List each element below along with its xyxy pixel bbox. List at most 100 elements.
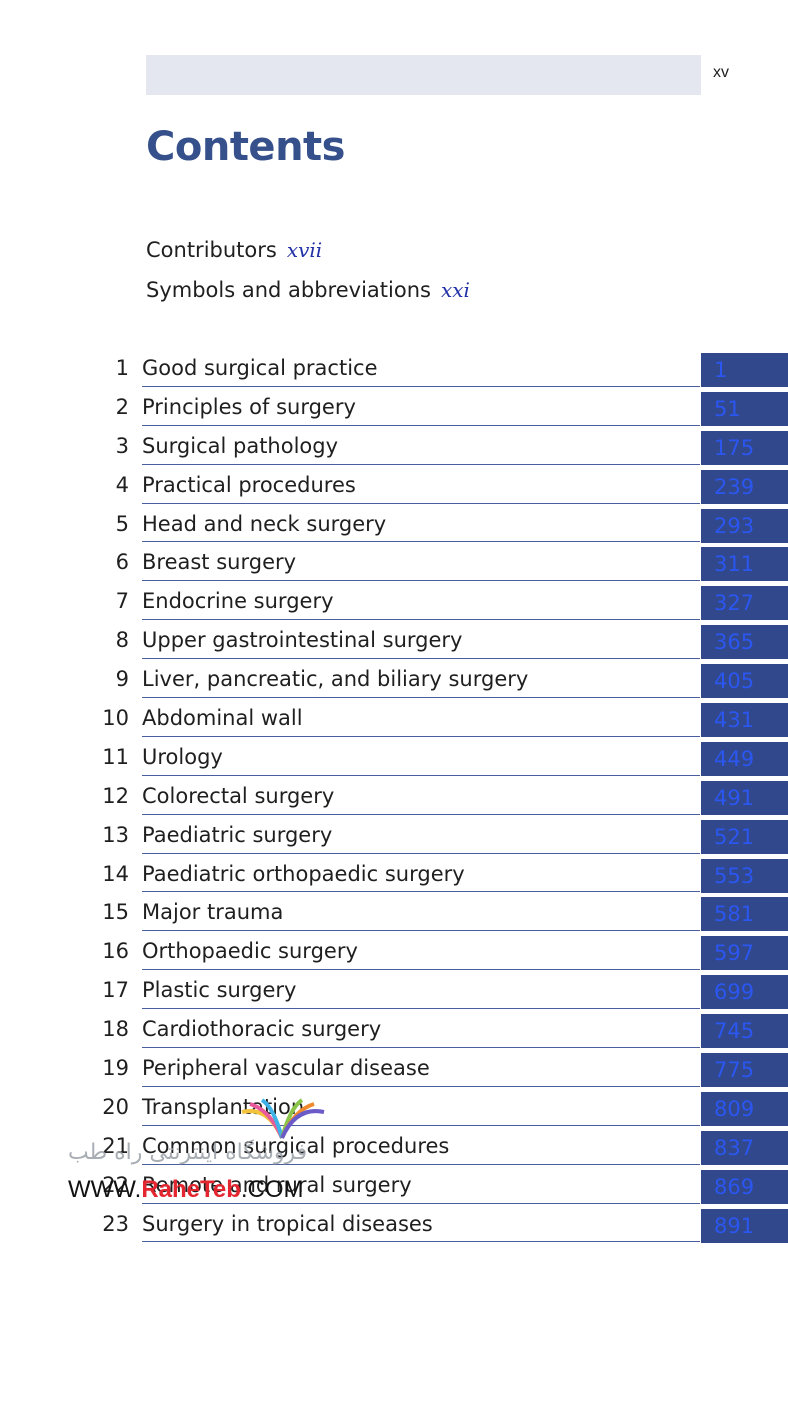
chapter-title[interactable]: Surgical pathology	[142, 433, 339, 458]
chapter-page-number[interactable]: 745	[701, 1014, 788, 1049]
chapter-number: 6	[115, 550, 129, 575]
chapter-rule	[142, 969, 700, 971]
chapter-page-number[interactable]: 449	[701, 741, 788, 776]
chapter-page-number[interactable]: 869	[701, 1169, 788, 1204]
chapter-page-number[interactable]: 51	[701, 391, 788, 426]
chapter-rule	[142, 385, 700, 387]
chapter-rule	[142, 502, 700, 504]
chapter-title[interactable]: Head and neck surgery	[142, 511, 387, 536]
chapter-row[interactable]: 5 Head and neck surgery 293	[0, 506, 788, 545]
chapter-page-number[interactable]: 491	[701, 780, 788, 815]
chapter-title[interactable]: Colorectal surgery	[142, 783, 335, 808]
chapter-page-number[interactable]: 597	[701, 936, 788, 971]
chapter-row[interactable]: 13 Paediatric surgery 521	[0, 817, 788, 856]
chapter-title[interactable]: Major trauma	[142, 900, 284, 925]
chapter-row[interactable]: 20 Transplantation 809	[0, 1089, 788, 1128]
chapter-row[interactable]: 2 Principles of surgery 51	[0, 389, 788, 428]
chapter-page-number[interactable]: 775	[701, 1053, 788, 1088]
chapter-title[interactable]: Cardiothoracic surgery	[142, 1017, 382, 1042]
prelim-page[interactable]: xvii	[286, 238, 323, 262]
chapter-row[interactable]: 14 Paediatric orthopaedic surgery 553	[0, 856, 788, 895]
prelim-label: Contributors	[146, 238, 277, 262]
chapter-number: 8	[115, 628, 129, 653]
chapter-page-number[interactable]: 365	[701, 625, 788, 660]
chapter-title[interactable]: Remote and rural surgery	[142, 1172, 412, 1197]
chapter-row[interactable]: 15 Major trauma 581	[0, 894, 788, 933]
chapter-rule	[142, 1008, 700, 1010]
chapter-number: 20	[102, 1094, 129, 1119]
chapter-page-number[interactable]: 521	[701, 819, 788, 854]
chapter-row[interactable]: 17 Plastic surgery 699	[0, 972, 788, 1011]
chapter-title[interactable]: Liver, pancreatic, and biliary surgery	[142, 667, 529, 692]
chapter-number: 4	[115, 472, 129, 497]
chapter-row[interactable]: 22 Remote and rural surgery 869	[0, 1167, 788, 1206]
chapter-title[interactable]: Peripheral vascular disease	[142, 1056, 430, 1081]
chapter-row[interactable]: 10 Abdominal wall 431	[0, 700, 788, 739]
chapter-rule	[142, 774, 700, 776]
chapter-title[interactable]: Practical procedures	[142, 472, 356, 497]
prelim-page[interactable]: xxi	[440, 278, 470, 302]
chapter-title[interactable]: Endocrine surgery	[142, 589, 334, 614]
chapter-number: 21	[102, 1133, 129, 1158]
chapter-page-number[interactable]: 431	[701, 703, 788, 738]
chapter-page-number[interactable]: 239	[701, 469, 788, 504]
chapter-rule	[142, 541, 700, 543]
chapter-title[interactable]: Abdominal wall	[142, 706, 303, 731]
chapter-page-number[interactable]: 311	[701, 547, 788, 582]
chapter-title[interactable]: Paediatric surgery	[142, 822, 333, 847]
watermark-url: WWW.RaheTeb.COM	[68, 1176, 304, 1204]
chapter-page-number[interactable]: 405	[701, 664, 788, 699]
chapter-row[interactable]: 18 Cardiothoracic surgery 745	[0, 1011, 788, 1050]
chapter-number: 14	[102, 861, 129, 886]
chapter-page-number[interactable]: 891	[701, 1208, 788, 1243]
chapter-row[interactable]: 8 Upper gastrointestinal surgery 365	[0, 622, 788, 661]
chapter-title[interactable]: Principles of surgery	[142, 394, 356, 419]
chapter-title[interactable]: Common surgical procedures	[142, 1133, 450, 1158]
chapter-row[interactable]: 12 Colorectal surgery 491	[0, 778, 788, 817]
chapter-rule	[142, 463, 700, 465]
chapter-row[interactable]: 4 Practical procedures 239	[0, 467, 788, 506]
chapter-row[interactable]: 3 Surgical pathology 175	[0, 428, 788, 467]
chapter-title[interactable]: Plastic surgery	[142, 978, 297, 1003]
chapter-page-number[interactable]: 809	[701, 1091, 788, 1126]
chapter-number: 19	[102, 1056, 129, 1081]
chapter-page-number[interactable]: 175	[701, 430, 788, 465]
chapter-page-number[interactable]: 553	[701, 858, 788, 893]
header-bar	[146, 55, 701, 95]
chapter-title[interactable]: Upper gastrointestinal surgery	[142, 628, 463, 653]
chapter-title[interactable]: Paediatric orthopaedic surgery	[142, 861, 465, 886]
watermark-url-brand: RaheTeb	[141, 1176, 241, 1203]
chapter-row[interactable]: 16 Orthopaedic surgery 597	[0, 933, 788, 972]
chapter-rule	[142, 930, 700, 932]
chapter-rule	[142, 735, 700, 737]
chapter-number: 12	[102, 783, 129, 808]
chapter-title[interactable]: Orthopaedic surgery	[142, 939, 358, 964]
chapter-title[interactable]: Urology	[142, 744, 223, 769]
chapter-row[interactable]: 1 Good surgical practice 1	[0, 350, 788, 389]
chapter-row[interactable]: 6 Breast surgery 311	[0, 544, 788, 583]
chapter-page-number[interactable]: 327	[701, 586, 788, 621]
chapter-title[interactable]: Breast surgery	[142, 550, 297, 575]
prelim-label: Symbols and abbreviations	[146, 278, 431, 302]
chapter-page-number[interactable]: 837	[701, 1130, 788, 1165]
chapter-number: 15	[102, 900, 129, 925]
chapter-row[interactable]: 23 Surgery in tropical diseases 891	[0, 1206, 788, 1245]
chapter-title[interactable]: Surgery in tropical diseases	[142, 1211, 433, 1236]
chapter-row[interactable]: 7 Endocrine surgery 327	[0, 583, 788, 622]
watermark-persian-text: فروشگاه اینترنتی راه طب	[68, 1140, 308, 1165]
chapter-page-number[interactable]: 581	[701, 897, 788, 932]
chapter-page-number[interactable]: 699	[701, 975, 788, 1010]
prelim-entry-symbols[interactable]: Symbols and abbreviations xxi	[146, 278, 470, 302]
chapter-title[interactable]: Transplantation	[142, 1094, 305, 1119]
chapter-page-number[interactable]: 1	[701, 353, 788, 387]
chapter-title[interactable]: Good surgical practice	[142, 356, 378, 380]
chapter-row[interactable]: 9 Liver, pancreatic, and biliary surgery 4…	[0, 661, 788, 700]
chapter-rule	[142, 891, 700, 893]
chapter-number: 5	[115, 511, 129, 536]
chapter-rule	[142, 852, 700, 854]
chapter-page-number[interactable]: 293	[701, 508, 788, 543]
chapter-row[interactable]: 19 Peripheral vascular disease 775	[0, 1050, 788, 1089]
chapter-row[interactable]: 21 Common surgical procedures 837	[0, 1128, 788, 1167]
chapter-row[interactable]: 11 Urology 449	[0, 739, 788, 778]
prelim-entry-contributors[interactable]: Contributors xvii	[146, 238, 322, 262]
